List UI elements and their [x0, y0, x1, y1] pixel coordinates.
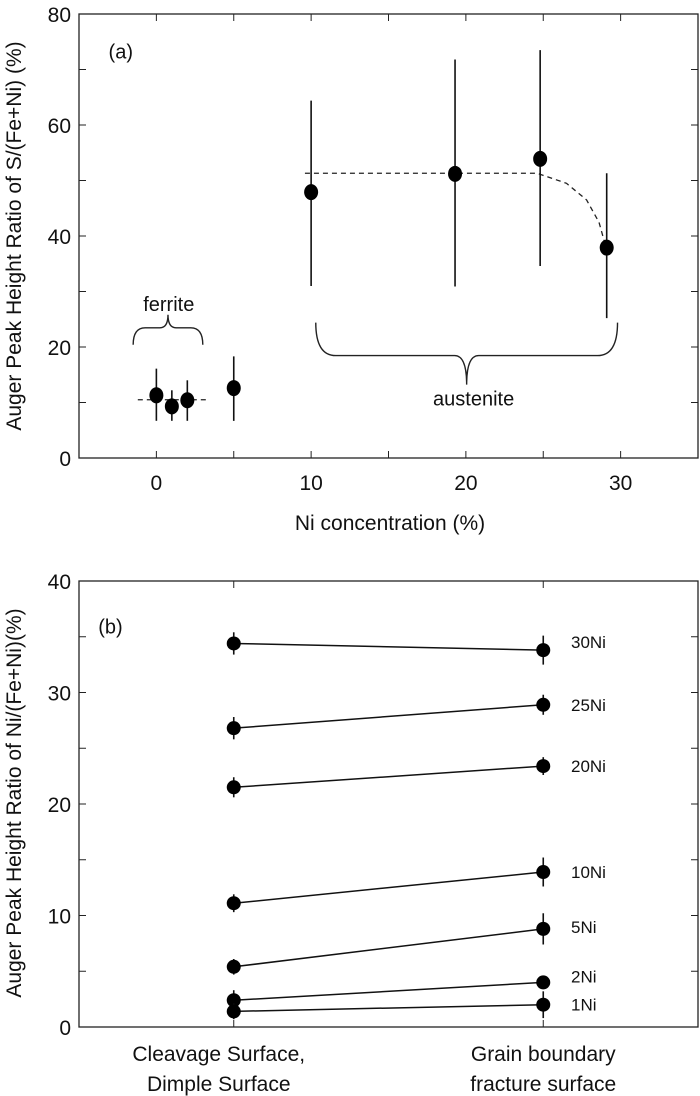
series-label-5Ni: 5Ni — [571, 918, 597, 937]
series-line — [233, 765, 544, 789]
data-point — [536, 975, 551, 990]
y-tick-label: 20 — [48, 337, 71, 360]
brace-ferrite — [132, 314, 204, 345]
series-label-30Ni: 30Ni — [571, 633, 606, 652]
data-point — [226, 721, 241, 736]
y-axis-title: Auger Peak Height Ratio of S/(Fe+Ni) (%) — [3, 41, 26, 430]
x-tick-label: 20 — [454, 472, 477, 495]
x-category-label: fracture surface — [470, 1073, 616, 1096]
data-point — [533, 150, 548, 167]
data-point — [226, 959, 241, 974]
x-category-label: Cleavage Surface, — [132, 1043, 305, 1066]
series-line — [233, 704, 544, 729]
data-point — [226, 1004, 241, 1019]
y-tick-label: 20 — [48, 794, 71, 817]
data-point — [536, 921, 551, 936]
x-category-label: Grain boundary — [471, 1043, 616, 1066]
y-tick-label: 0 — [59, 1017, 71, 1040]
panel-a-chart: 0 20 40 60 80 0 10 20 30 Ni concentration (%) Auge… — [3, 4, 699, 535]
y-tick-label: 0 — [59, 448, 71, 471]
x-tick-label: 30 — [609, 472, 632, 495]
y-tick-label: 40 — [48, 226, 71, 249]
annotation-b: (b) — [98, 617, 122, 639]
data-point — [536, 643, 551, 658]
x-tick-label: 10 — [299, 472, 322, 495]
dashed-trend-line — [304, 172, 606, 245]
brace-austenite — [315, 322, 619, 385]
data-point — [599, 239, 614, 256]
data-point — [164, 398, 179, 415]
panel-b-chart: 0 10 20 30 40 Cleavage Surface, Dimple Surface… — [3, 571, 699, 1096]
series-label-1Ni: 1Ni — [571, 996, 597, 1015]
data-point — [180, 392, 195, 409]
annotation-austenite: austenite — [433, 388, 514, 410]
data-point — [536, 997, 551, 1012]
series-line — [233, 871, 544, 904]
data-point — [226, 993, 241, 1008]
y-tick-label: 40 — [48, 571, 71, 594]
series-label-20Ni: 20Ni — [571, 757, 606, 776]
annotation-ferrite: ferrite — [143, 294, 194, 316]
data-point — [448, 165, 463, 182]
data-point — [226, 380, 241, 397]
data-point — [226, 896, 241, 911]
series-line — [233, 981, 544, 1001]
data-point — [536, 865, 551, 880]
x-axis-title: Ni concentration (%) — [295, 512, 485, 535]
x-tick-label: 0 — [151, 472, 163, 495]
y-tick-label: 60 — [48, 115, 71, 138]
data-point — [304, 184, 319, 201]
y-tick-label: 10 — [48, 906, 71, 929]
series-line — [233, 642, 544, 651]
series-line — [233, 928, 544, 968]
series-label-25Ni: 25Ni — [571, 696, 606, 715]
y-axis-title: Auger Peak Height Ratio of Ni/(Fe+Ni)(%) — [3, 608, 26, 997]
annotation-a: (a) — [109, 41, 133, 63]
data-point — [149, 387, 164, 404]
data-point — [536, 697, 551, 712]
series-label-2Ni: 2Ni — [571, 967, 597, 986]
y-tick-label: 80 — [48, 4, 71, 27]
data-point — [536, 759, 551, 774]
y-tick-label: 30 — [48, 683, 71, 706]
series-label-10Ni: 10Ni — [571, 863, 606, 882]
data-point — [226, 780, 241, 795]
x-category-label: Dimple Surface — [147, 1073, 291, 1096]
series-line — [233, 1003, 544, 1013]
data-point — [226, 636, 241, 651]
